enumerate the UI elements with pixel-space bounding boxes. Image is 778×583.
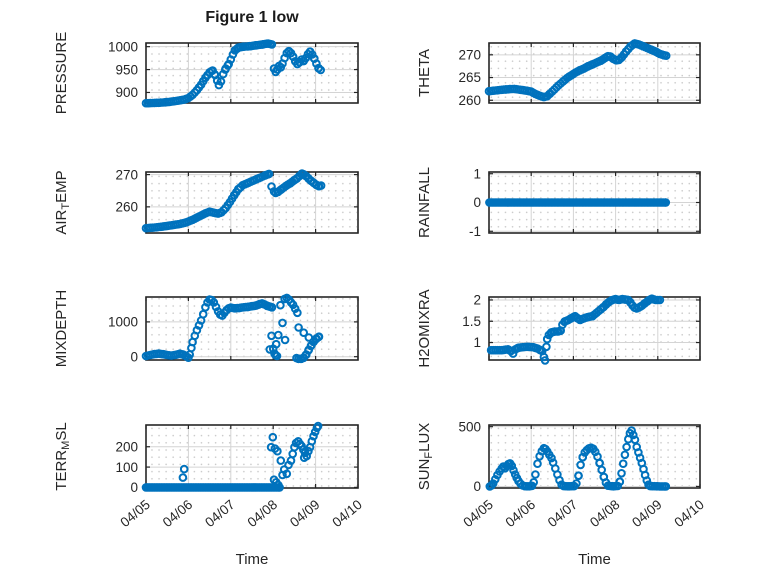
y-axis-label: RAINFALL — [416, 167, 433, 238]
data-markers — [484, 39, 671, 102]
minor-grid — [147, 44, 357, 102]
y-tick-label: 950 — [115, 62, 138, 77]
subplot-pressure: 900 950 1000 PRESSURE — [53, 32, 359, 115]
axes-box — [145, 296, 359, 361]
minor-grid — [147, 426, 357, 487]
subplot-theta: 260 265 270 THETA — [416, 39, 701, 108]
data-markers — [485, 198, 671, 207]
subplot-mixdepth: 0 1000 MIXDEPTH — [53, 290, 359, 368]
axes-box — [488, 42, 701, 104]
x-axis-label-left: Time — [235, 551, 269, 568]
y-tick-labels: 11.52 — [462, 293, 481, 351]
figure-title: Figure 1 low — [205, 9, 299, 26]
x-tick-label: 04/09 — [287, 497, 323, 530]
axes-box — [488, 296, 701, 361]
y-axis-label: TERRMSL — [53, 422, 72, 490]
tick-marks — [488, 43, 701, 103]
x-tick-labels: 04/05 04/06 04/07 04/08 04/09 04/10 — [460, 497, 707, 530]
y-tick-labels: -1 0 1 — [469, 166, 481, 239]
axes-box — [145, 171, 359, 234]
y-tick-label: 1.5 — [462, 314, 481, 329]
y-tick-labels: 0 500 — [458, 419, 481, 494]
y-axis-label: PRESSURE — [53, 32, 70, 115]
x-tick-label: 04/05 — [117, 497, 153, 530]
y-tick-labels: 0 1000 — [108, 315, 138, 365]
y-tick-label: 500 — [458, 419, 481, 434]
y-tick-label: -1 — [469, 224, 481, 239]
y-axis-label: SUNFLUX — [416, 423, 435, 491]
y-tick-label: 900 — [115, 85, 138, 100]
x-tick-label: 04/07 — [545, 497, 581, 530]
data-markers — [141, 169, 326, 233]
x-tick-label: 04/07 — [202, 497, 238, 530]
y-tick-label: 200 — [115, 439, 138, 454]
axes-box — [488, 424, 701, 489]
subplot-air_temp: 260 270 AIRTEMP — [53, 167, 359, 235]
y-tick-label: 0 — [130, 349, 138, 364]
data-markers — [486, 294, 665, 365]
y-tick-label: 0 — [473, 195, 481, 210]
x-tick-label: 04/09 — [629, 497, 665, 530]
tick-marks — [488, 172, 701, 233]
y-tick-labels: 260 270 — [115, 167, 138, 214]
y-tick-labels: 0 100 200 — [115, 439, 138, 495]
y-axis-label: MIXDEPTH — [53, 290, 70, 368]
y-tick-labels: 260 265 270 — [458, 48, 481, 108]
x-tick-label: 04/05 — [460, 497, 496, 530]
y-tick-label: 1000 — [108, 315, 138, 330]
y-tick-label: 2 — [473, 293, 481, 308]
y-tick-label: 1 — [473, 335, 481, 350]
y-tick-label: 0 — [473, 479, 481, 494]
y-tick-label: 1 — [473, 166, 481, 181]
x-axis-label-right: Time — [578, 551, 611, 568]
y-tick-label: 1000 — [108, 39, 138, 54]
x-tick-label: 04/08 — [587, 497, 623, 530]
x-tick-label: 04/10 — [671, 497, 707, 530]
x-tick-label: 04/10 — [329, 497, 365, 530]
y-tick-label: 260 — [115, 200, 138, 215]
x-tick-label: 04/08 — [245, 497, 281, 530]
y-tick-label: 265 — [458, 70, 481, 85]
y-tick-label: 270 — [458, 48, 481, 63]
data-markers — [485, 426, 671, 491]
data-markers — [141, 39, 326, 108]
x-tick-label: 04/06 — [160, 497, 196, 530]
y-axis-label: AIRTEMP — [53, 170, 72, 234]
y-axis-label: H2OMIXRA — [416, 289, 433, 367]
data-markers — [141, 293, 324, 364]
subplot-sun_flux: 0 500 SUNFLUX 04/05 04/06 04/07 04/08 04/09 04/1… — [416, 419, 707, 530]
y-tick-labels: 900 950 1000 — [108, 39, 138, 100]
y-tick-label: 260 — [458, 93, 481, 108]
y-axis-label: THETA — [416, 49, 433, 97]
subplot-rainfall: -1 0 1 RAINFALL — [416, 166, 701, 239]
y-tick-label: 0 — [130, 480, 138, 495]
data-markers — [141, 421, 323, 492]
x-tick-label: 04/06 — [503, 497, 539, 530]
x-tick-labels: 04/05 04/06 04/07 04/08 04/09 04/10 — [117, 497, 365, 530]
y-tick-label: 270 — [115, 167, 138, 182]
y-tick-label: 100 — [115, 460, 138, 475]
